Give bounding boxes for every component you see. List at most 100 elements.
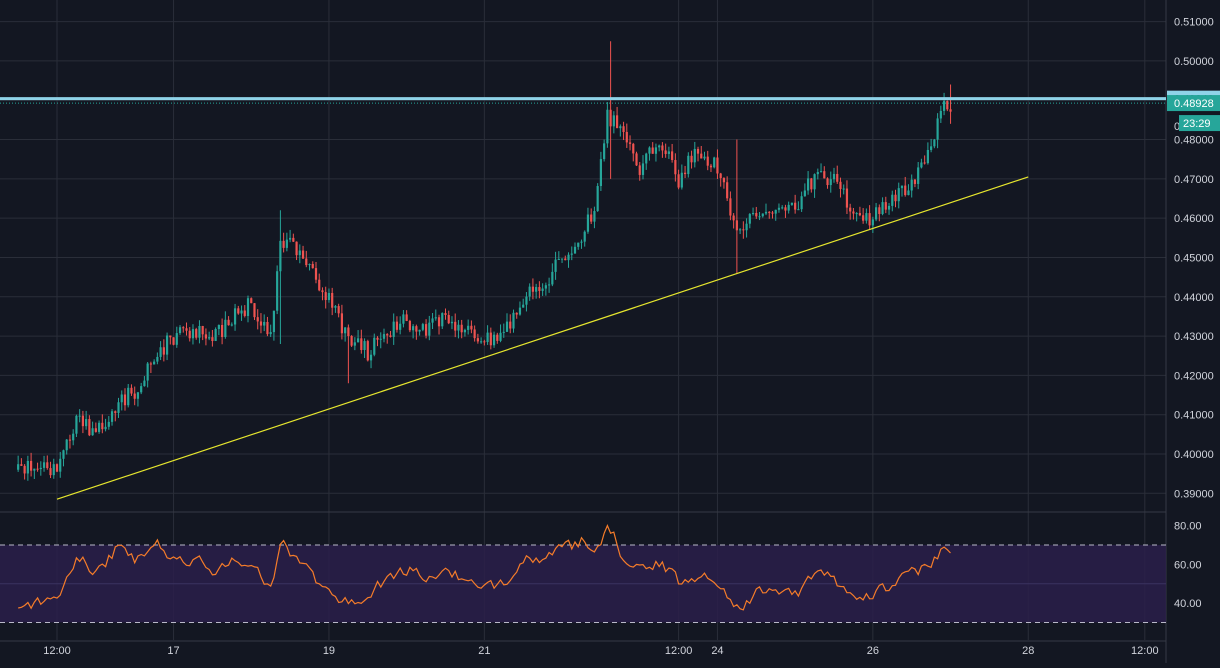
time-tick-label: 24 xyxy=(711,645,723,657)
candle-body xyxy=(480,341,483,343)
candle-body xyxy=(133,393,136,399)
candle-body xyxy=(17,464,20,470)
candle-body xyxy=(939,110,942,119)
candle-body xyxy=(709,165,713,168)
candle-body xyxy=(191,329,195,339)
candle-body xyxy=(463,329,467,333)
candle-body xyxy=(907,190,910,196)
candle-body xyxy=(518,307,522,315)
candle-body xyxy=(548,284,551,286)
candle-body xyxy=(842,188,845,190)
candle-body xyxy=(65,439,68,451)
candle-body xyxy=(392,321,395,337)
last-price-tag xyxy=(1167,95,1220,112)
price-tick-label: 0.50000 xyxy=(1174,56,1214,68)
candle-body xyxy=(829,179,832,186)
candle-body xyxy=(318,279,321,291)
candle-body xyxy=(340,313,343,334)
candle-body xyxy=(75,415,78,434)
candle-body xyxy=(920,162,923,168)
candle-body xyxy=(489,332,492,346)
candle-body xyxy=(214,329,217,342)
candle-body xyxy=(204,334,208,339)
candle-body xyxy=(289,237,292,240)
candle-body xyxy=(683,172,687,175)
candle-body xyxy=(408,320,411,331)
candle-body xyxy=(424,324,428,336)
candle-body xyxy=(761,213,764,217)
candle-body xyxy=(541,288,544,291)
candle-body xyxy=(259,321,263,326)
candle-body xyxy=(117,402,120,413)
candle-body xyxy=(904,185,907,196)
candle-body xyxy=(382,334,386,339)
candle-body xyxy=(742,229,745,231)
candle-body xyxy=(816,172,819,175)
candle-body xyxy=(266,321,269,335)
time-tick-label: 17 xyxy=(167,645,179,657)
candle-body xyxy=(628,142,632,144)
candle-body xyxy=(282,240,285,248)
candle-body xyxy=(276,271,279,311)
axes: 0.39000 0.40000 0.41000 0.42000 0.43000 0.440… xyxy=(43,17,1220,657)
candle-body xyxy=(787,204,790,211)
candle-body xyxy=(777,207,781,210)
candle-body xyxy=(114,411,117,413)
candle-body xyxy=(308,264,311,266)
candle-body xyxy=(726,182,729,199)
price-tick-label: 0.45000 xyxy=(1174,252,1214,264)
candle-body xyxy=(839,181,842,189)
candle-body xyxy=(648,147,651,154)
candle-body xyxy=(217,324,220,330)
candle-body xyxy=(884,202,887,210)
candle-body xyxy=(337,306,340,314)
candle-body xyxy=(305,258,308,266)
candle-body xyxy=(748,214,751,224)
price-tick-label: 0.46000 xyxy=(1174,213,1214,225)
candle-body xyxy=(230,324,233,326)
time-tick-label: 19 xyxy=(323,645,335,657)
countdown-text: 23:29 xyxy=(1183,118,1211,130)
candle-body xyxy=(356,338,360,343)
candle-body xyxy=(590,214,593,222)
candle-body xyxy=(165,335,169,355)
candle-body xyxy=(369,354,373,361)
candle-body xyxy=(887,205,891,210)
candle-body xyxy=(713,157,716,168)
candle-body xyxy=(221,324,224,337)
candle-body xyxy=(781,207,784,209)
candle-body xyxy=(437,317,441,327)
candle-body xyxy=(182,327,185,329)
candle-body xyxy=(764,211,768,214)
candle-body xyxy=(538,287,541,291)
candle-body xyxy=(483,341,486,343)
candle-body xyxy=(567,254,570,261)
candle-body xyxy=(415,326,418,332)
candle-body xyxy=(470,325,473,330)
candle-body xyxy=(243,310,246,316)
candle-body xyxy=(819,171,823,173)
candle-body xyxy=(143,380,146,387)
candle-body xyxy=(418,329,421,332)
candle-body xyxy=(101,422,104,430)
candle-body xyxy=(612,115,615,127)
candle-body xyxy=(855,213,858,215)
candle-body xyxy=(496,334,499,341)
candle-body xyxy=(331,292,334,308)
candle-body xyxy=(97,422,101,432)
candle-body xyxy=(813,174,816,190)
candle-body xyxy=(774,209,777,214)
candle-body xyxy=(467,325,470,330)
candle-body xyxy=(492,334,496,346)
candle-body xyxy=(570,253,573,255)
candle-body xyxy=(30,460,33,471)
candle-body xyxy=(878,207,881,215)
candle-body xyxy=(535,287,538,292)
candle-body xyxy=(897,188,900,202)
candle-body xyxy=(298,250,301,256)
candle-body xyxy=(528,286,531,297)
candle-body xyxy=(580,241,583,243)
candle-body xyxy=(460,324,463,333)
rsi-tick-label: 80.00 xyxy=(1174,521,1202,533)
